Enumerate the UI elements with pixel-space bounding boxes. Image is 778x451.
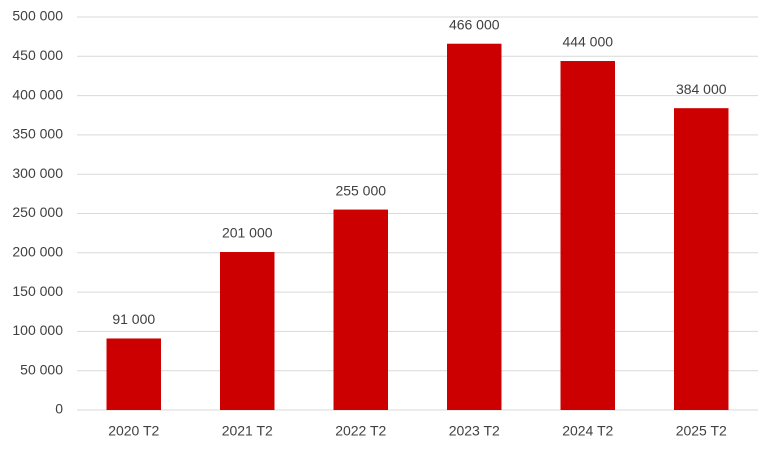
bar xyxy=(560,61,615,411)
y-tick-label: 400 000 xyxy=(12,86,63,102)
y-tick-label: 500 000 xyxy=(12,8,63,24)
x-tick-label: 2022 T2 xyxy=(335,423,386,439)
data-label: 384 000 xyxy=(676,81,727,97)
data-label: 466 000 xyxy=(449,16,500,32)
y-tick-label: 50 000 xyxy=(20,361,63,377)
data-label: 201 000 xyxy=(222,225,273,241)
bar xyxy=(333,209,388,410)
y-tick-label: 200 000 xyxy=(12,244,63,260)
data-label: 255 000 xyxy=(335,182,386,198)
x-tick-label: 2020 T2 xyxy=(108,423,159,439)
data-label: 91 000 xyxy=(112,311,155,327)
bar xyxy=(674,108,729,411)
y-tick-label: 150 000 xyxy=(12,283,63,299)
y-tick-label: 450 000 xyxy=(12,47,63,63)
y-tick-label: 0 xyxy=(55,401,63,417)
y-tick-label: 100 000 xyxy=(12,322,63,338)
bar xyxy=(220,252,275,410)
data-label: 444 000 xyxy=(562,34,613,50)
y-tick-label: 350 000 xyxy=(12,126,63,142)
bar xyxy=(106,338,161,410)
x-tick-label: 2024 T2 xyxy=(562,423,613,439)
y-tick-label: 300 000 xyxy=(12,165,63,181)
y-tick-label: 250 000 xyxy=(12,204,63,220)
x-tick-label: 2021 T2 xyxy=(222,423,273,439)
x-tick-label: 2025 T2 xyxy=(676,423,727,439)
x-tick-label: 2023 T2 xyxy=(449,423,500,439)
bar xyxy=(447,43,502,410)
